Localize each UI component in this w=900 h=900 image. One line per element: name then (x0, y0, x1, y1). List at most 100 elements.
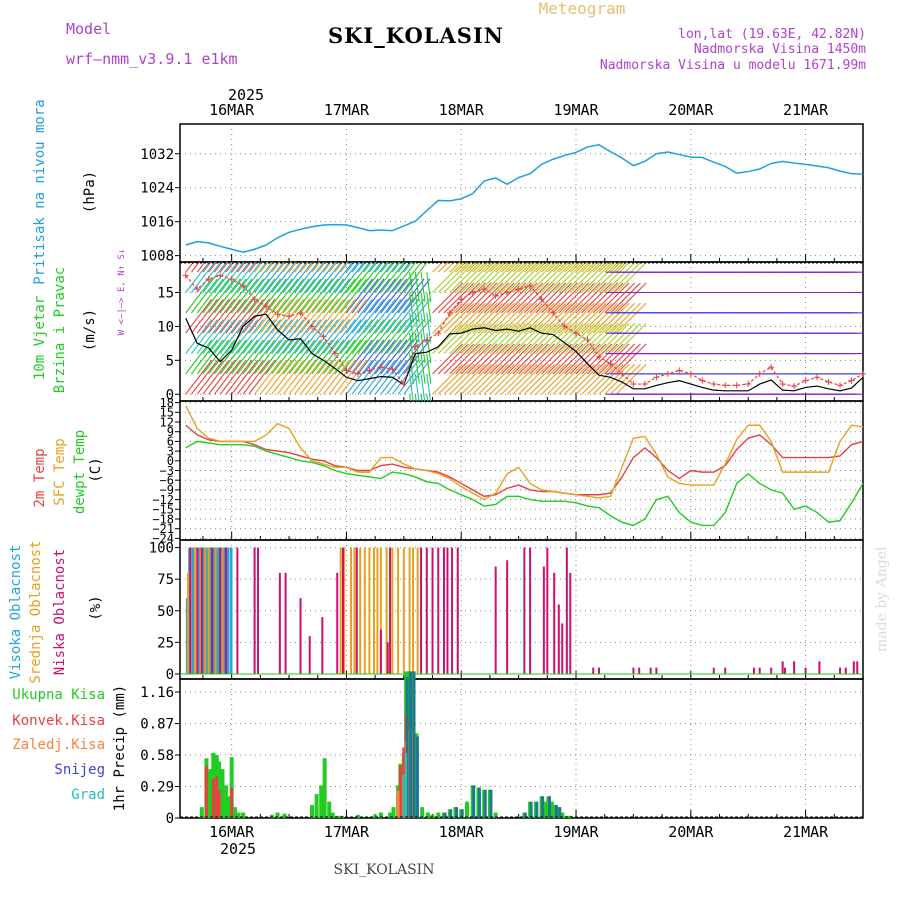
y-tick-label: −24 (152, 532, 174, 546)
wind-barb (420, 312, 426, 343)
wind-barb (552, 262, 584, 293)
wind-barb (374, 278, 402, 314)
wind-barb (196, 359, 224, 395)
wind-barb (300, 359, 327, 395)
wind-barb (254, 278, 282, 314)
wind-gust-marker (504, 289, 511, 296)
wind-gust-marker (309, 323, 316, 330)
wind-barb (225, 359, 253, 395)
wind-gust-marker (699, 377, 706, 384)
wind-barb (386, 298, 414, 334)
cloud-bar (793, 661, 796, 674)
wind-barb (214, 319, 241, 354)
bottom-date-label: 16MAR (209, 823, 255, 841)
wind-barb (231, 319, 259, 354)
cloud-bar (336, 572, 339, 674)
wind-barb (512, 262, 544, 293)
wind-barb (535, 363, 567, 395)
wind-barb (191, 339, 218, 375)
top-date-label: 17MAR (324, 101, 370, 119)
wind-barb (615, 323, 647, 354)
wind-barb (523, 262, 555, 293)
wind-barb (483, 363, 515, 395)
wind-barb (271, 262, 296, 293)
wind-barb (357, 262, 367, 273)
wind-barb (196, 339, 224, 375)
wind-barb (569, 343, 601, 375)
wind-barb (305, 319, 333, 354)
wind-barb (288, 359, 316, 395)
y-tick-label: −15 (152, 503, 174, 517)
precip-bar (430, 814, 435, 818)
wind-barb (334, 339, 362, 375)
cloud-bar (284, 572, 287, 674)
wind-barb (546, 262, 559, 273)
footer-station: SKI_KOLASIN (334, 862, 435, 878)
wind-barb (288, 262, 298, 273)
y-tick-label: 1016 (140, 215, 174, 231)
cloud-bar (565, 547, 568, 674)
wind-barb (437, 282, 469, 314)
y-tick-label: 100 (149, 541, 174, 557)
precip-legend-conv: Konvek.Kisa (12, 713, 105, 729)
precip-bar (409, 671, 413, 818)
wind-barb (529, 282, 561, 314)
wind-barb (277, 359, 305, 395)
wind-barb (575, 262, 587, 273)
wind-barb (357, 319, 385, 354)
subtitle: Meteogram (539, 0, 626, 18)
cloud-bar (211, 547, 214, 674)
wind-barb (564, 343, 595, 375)
y-tick-label: 1024 (140, 181, 174, 197)
wind-gust-marker (286, 313, 293, 320)
wind-barb (351, 262, 377, 293)
wind-barb (426, 292, 432, 323)
wind-gust-marker (251, 296, 258, 303)
wind-barb (552, 343, 584, 375)
wind-barb (265, 298, 293, 334)
wind-barb (598, 262, 610, 273)
wind-barb (546, 302, 578, 334)
cloud-bar (752, 667, 755, 674)
y-tick-label: 1032 (140, 147, 174, 163)
wind-barb (340, 319, 368, 354)
wind-barb (259, 339, 287, 375)
wind-barb (610, 262, 622, 273)
wind-barb (437, 363, 469, 395)
cloud-bar (222, 547, 226, 674)
wind-barb (460, 282, 492, 314)
wind-barb (610, 282, 641, 314)
wind-barb (346, 262, 371, 293)
cloud-bar (542, 566, 545, 674)
wind-barb (231, 262, 256, 293)
wind-barb (518, 302, 550, 334)
cloud-bar (204, 547, 207, 674)
cloud-bar (191, 547, 195, 674)
wind-gust-marker (515, 286, 522, 293)
wind-barb (236, 298, 264, 334)
wind-barb (546, 282, 578, 314)
wind-barb (466, 363, 498, 395)
wind-barb (219, 339, 247, 375)
precip-bar (554, 804, 558, 818)
wind-barb (340, 298, 368, 334)
panel-frame (179, 678, 864, 819)
cloud-bar (342, 547, 345, 674)
wind-barb (615, 343, 647, 375)
precip-bar (436, 812, 441, 818)
precip-bar (523, 812, 527, 818)
wind-barb (277, 339, 305, 375)
wind-barb (489, 262, 501, 273)
wind-barb (518, 363, 550, 395)
wind-barb (478, 343, 509, 375)
wind-barb (518, 323, 550, 354)
cloud-bar (386, 642, 389, 674)
wind-gust-marker (618, 370, 625, 377)
wind-barb (592, 302, 624, 334)
wind-barb (294, 339, 322, 375)
wind-barb (208, 298, 236, 334)
wind-barb (202, 262, 212, 273)
wind-barb (248, 278, 276, 314)
wind-gust-marker (481, 286, 488, 293)
wind-barb (225, 262, 235, 273)
